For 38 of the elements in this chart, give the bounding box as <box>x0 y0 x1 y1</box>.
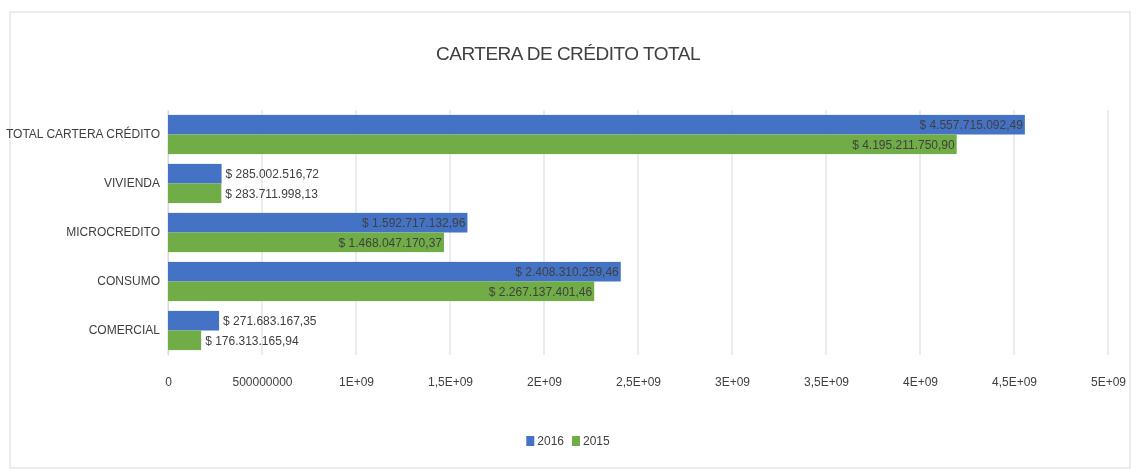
y-tick-label: MICROCREDITO <box>66 225 160 240</box>
data-label: $ 285.002.516,72 <box>225 166 320 181</box>
y-tick-label: CONSUMO <box>97 274 160 289</box>
x-tick-label: 4E+09 <box>902 374 939 389</box>
x-tick-label: 1E+09 <box>338 374 375 389</box>
y-tick-label: VIVIENDA <box>103 176 160 191</box>
data-label: $ 1.468.047.170,37 <box>338 235 443 250</box>
x-tick-label: 500000000 <box>232 374 293 389</box>
data-label: $ 4.195.211.750,90 <box>852 137 956 152</box>
bar <box>168 183 222 204</box>
data-label: $ 4.557.715.092,49 <box>919 117 1024 132</box>
x-tick-label: 4,5E+09 <box>991 374 1038 389</box>
x-tick-label: 3,5E+09 <box>803 374 850 389</box>
x-tick-label: 2,5E+09 <box>615 374 662 389</box>
bar <box>168 330 202 351</box>
legend-label: 2016 <box>537 434 565 448</box>
data-label: $ 2.267.137.401,46 <box>488 284 593 299</box>
x-tick-label: 3E+09 <box>714 374 751 389</box>
bar <box>168 134 957 155</box>
bar <box>168 163 222 184</box>
bar <box>168 114 1025 135</box>
data-label: $ 2.408.310.259,46 <box>515 264 620 279</box>
data-label: $ 283.711.998,13 <box>225 186 319 201</box>
bar <box>168 310 220 331</box>
bar <box>168 212 468 233</box>
data-label: $ 271.683.167,35 <box>223 313 317 328</box>
x-tick-label: 1,5E+09 <box>427 374 474 389</box>
legend-label: 2015 <box>583 434 611 448</box>
y-tick-label: COMERCIAL <box>88 323 161 338</box>
x-tick-label: 5E+09 <box>1090 374 1127 389</box>
x-tick-label: 2E+09 <box>526 374 563 389</box>
chart-title: CARTERA DE CRÉDITO TOTAL <box>436 43 700 64</box>
bar <box>168 281 595 302</box>
y-tick-label: TOTAL CARTERA CRÉDITO <box>5 126 160 142</box>
bar <box>168 261 621 282</box>
x-tick-label: 0 <box>165 374 173 389</box>
data-label: $ 176.313.165,94 <box>205 333 299 348</box>
data-label: $ 1.592.717.132,96 <box>361 215 466 230</box>
